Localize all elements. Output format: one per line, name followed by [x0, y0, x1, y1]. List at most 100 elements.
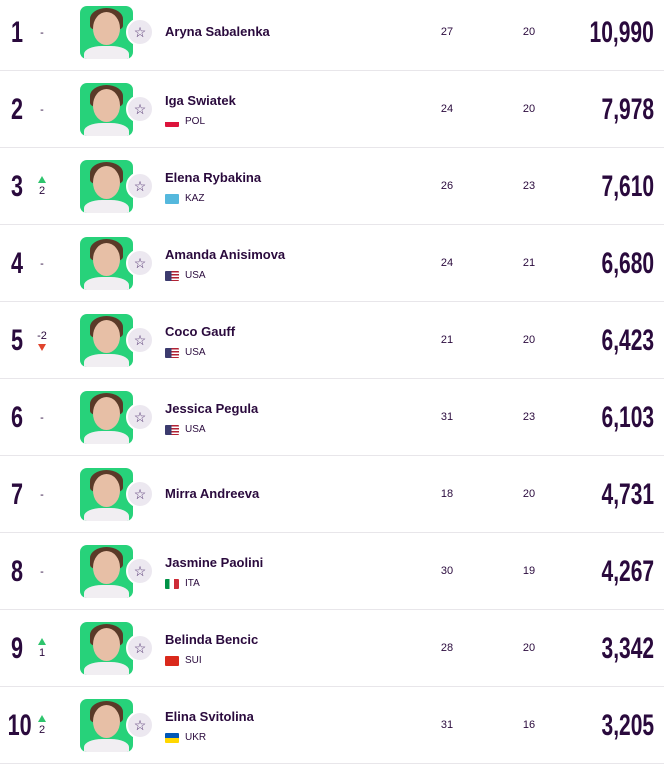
country-code: KAZ — [185, 193, 205, 204]
rank: 3 — [10, 170, 24, 203]
favorite-star-icon[interactable]: ☆ — [126, 480, 154, 508]
player-row[interactable]: 3 2 ☆ Elena Rybakina KAZ 26 23 7,610 — [0, 148, 664, 225]
rank: 7 — [10, 478, 24, 511]
points: 7,610 — [601, 170, 654, 203]
player-age: 31 — [440, 411, 454, 423]
rank-movement: 1 — [30, 610, 54, 687]
favorite-star-icon[interactable]: ☆ — [126, 172, 154, 200]
player-age: 28 — [440, 642, 454, 654]
player-country: USA — [165, 347, 206, 358]
player-age: 24 — [440, 103, 454, 115]
player-photo[interactable] — [80, 468, 133, 521]
player-name[interactable]: Iga Swiatek — [165, 93, 236, 108]
points: 7,978 — [601, 93, 654, 126]
points: 6,103 — [601, 401, 654, 434]
rank-change: - — [40, 103, 44, 116]
arrow-up-icon — [38, 176, 46, 183]
rank-movement: - — [30, 379, 54, 456]
player-name[interactable]: Amanda Anisimova — [165, 247, 286, 262]
player-name[interactable]: Belinda Bencic — [165, 632, 259, 647]
favorite-star-icon[interactable]: ☆ — [126, 557, 154, 585]
points: 4,267 — [601, 555, 654, 588]
player-country: USA — [165, 424, 206, 435]
tournaments-played: 21 — [522, 257, 536, 269]
tournaments-played: 16 — [522, 719, 536, 731]
rank-change: - — [40, 411, 44, 424]
country-code: SUI — [185, 655, 202, 666]
favorite-star-icon[interactable]: ☆ — [126, 711, 154, 739]
points: 4,731 — [601, 478, 654, 511]
rank-movement: 2 — [30, 148, 54, 225]
player-row[interactable]: 1 - ☆ Aryna Sabalenka 27 20 10,990 — [0, 0, 664, 71]
points: 10,990 — [589, 16, 654, 49]
rank-change: - — [40, 488, 44, 501]
favorite-star-icon[interactable]: ☆ — [126, 634, 154, 662]
player-row[interactable]: 7 - ☆ Mirra Andreeva 18 20 4,731 — [0, 456, 664, 533]
player-name[interactable]: Jessica Pegula — [165, 401, 259, 416]
player-row[interactable]: 5 -2 ☆ Coco Gauff USA 21 20 6,423 — [0, 302, 664, 379]
tournaments-played: 20 — [522, 103, 536, 115]
rank-movement: 2 — [30, 687, 54, 764]
rank-change: 2 — [38, 724, 46, 736]
player-name[interactable]: Jasmine Paolini — [165, 555, 264, 570]
rank: 6 — [10, 401, 24, 434]
player-row[interactable]: 4 - ☆ Amanda Anisimova USA 24 21 6,680 — [0, 225, 664, 302]
player-row[interactable]: 10 2 ☆ Elina Svitolina UKR 31 16 3,205 — [0, 687, 664, 764]
player-country: KAZ — [165, 193, 204, 204]
rank-change: 2 — [38, 185, 46, 197]
favorite-star-icon[interactable]: ☆ — [126, 326, 154, 354]
player-row[interactable]: 6 - ☆ Jessica Pegula USA 31 23 6,103 — [0, 379, 664, 456]
rank: 8 — [10, 555, 24, 588]
player-photo[interactable] — [80, 545, 133, 598]
player-country: SUI — [165, 655, 202, 666]
player-age: 18 — [440, 488, 454, 500]
favorite-star-icon[interactable]: ☆ — [126, 18, 154, 46]
tournaments-played: 20 — [522, 334, 536, 346]
player-age: 30 — [440, 565, 454, 577]
rank: 9 — [10, 632, 24, 665]
arrow-up-icon — [38, 638, 46, 645]
player-photo[interactable] — [80, 391, 133, 444]
country-code: USA — [185, 347, 206, 358]
player-photo[interactable] — [80, 237, 133, 290]
player-name[interactable]: Elina Svitolina — [165, 709, 254, 724]
points: 3,205 — [601, 709, 654, 742]
rank: 10 — [7, 709, 32, 742]
tournaments-played: 23 — [522, 411, 536, 423]
player-photo[interactable] — [80, 6, 133, 59]
player-age: 26 — [440, 180, 454, 192]
player-name[interactable]: Aryna Sabalenka — [165, 24, 270, 39]
flag-icon — [165, 270, 179, 281]
flag-icon — [165, 732, 179, 743]
favorite-star-icon[interactable]: ☆ — [126, 403, 154, 431]
player-photo[interactable] — [80, 699, 133, 752]
rank: 5 — [10, 324, 24, 357]
flag-icon — [165, 578, 179, 589]
player-photo[interactable] — [80, 622, 133, 675]
player-row[interactable]: 8 - ☆ Jasmine Paolini ITA 30 19 4,267 — [0, 533, 664, 610]
rank-change: -2 — [37, 330, 47, 342]
country-code: POL — [185, 116, 206, 127]
player-photo[interactable] — [80, 160, 133, 213]
flag-icon — [165, 193, 179, 204]
favorite-star-icon[interactable]: ☆ — [126, 249, 154, 277]
flag-icon — [165, 424, 179, 435]
player-name[interactable]: Mirra Andreeva — [165, 486, 260, 501]
country-code: ITA — [185, 578, 200, 589]
rank-movement: - — [30, 0, 54, 71]
player-name[interactable]: Elena Rybakina — [165, 170, 262, 185]
player-age: 27 — [440, 26, 454, 38]
points: 3,342 — [601, 632, 654, 665]
rank-movement: - — [30, 225, 54, 302]
rank: 2 — [10, 93, 24, 126]
player-country: ITA — [165, 578, 200, 589]
player-name[interactable]: Coco Gauff — [165, 324, 236, 339]
player-row[interactable]: 9 1 ☆ Belinda Bencic SUI 28 20 3,342 — [0, 610, 664, 687]
player-age: 31 — [440, 719, 454, 731]
player-row[interactable]: 2 - ☆ Iga Swiatek POL 24 20 7,978 — [0, 71, 664, 148]
player-photo[interactable] — [80, 83, 133, 136]
favorite-star-icon[interactable]: ☆ — [126, 95, 154, 123]
player-photo[interactable] — [80, 314, 133, 367]
tournaments-played: 23 — [522, 180, 536, 192]
country-code: USA — [185, 270, 206, 281]
